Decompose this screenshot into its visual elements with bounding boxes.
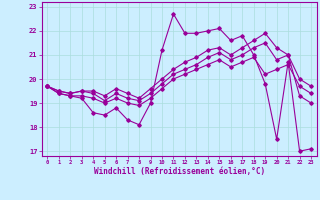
X-axis label: Windchill (Refroidissement éolien,°C): Windchill (Refroidissement éolien,°C) — [94, 167, 265, 176]
